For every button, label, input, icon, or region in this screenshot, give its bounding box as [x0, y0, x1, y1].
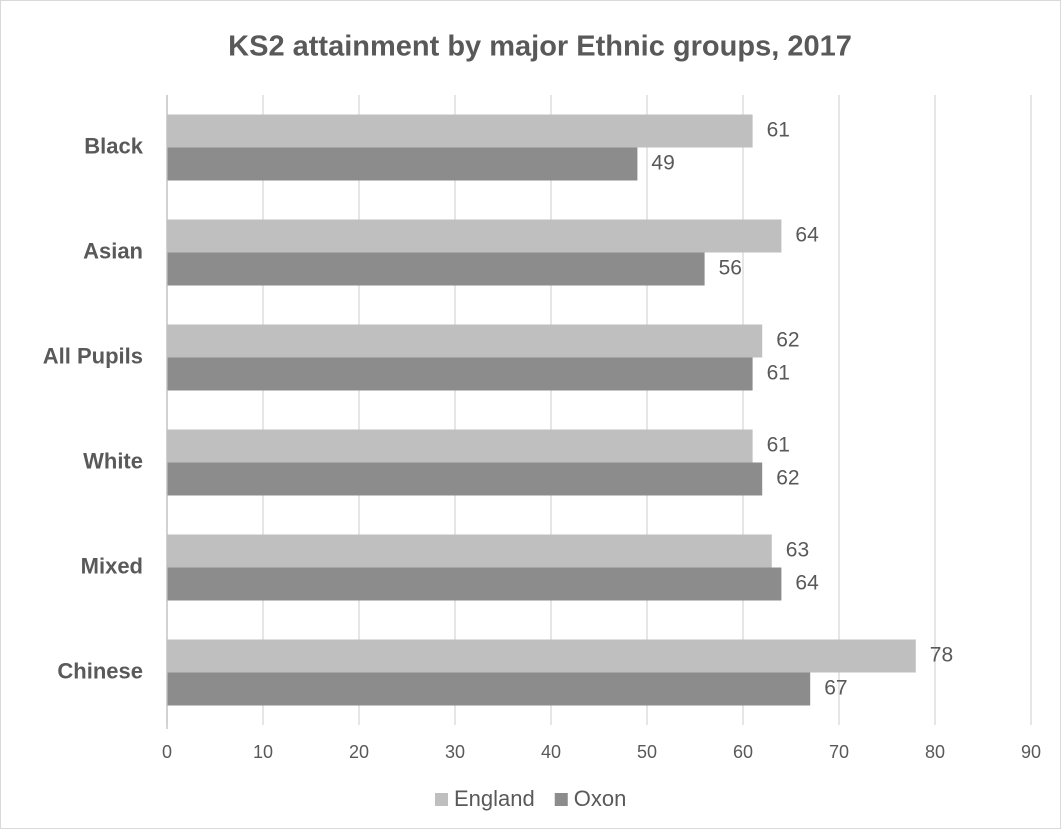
y-tick-label: Mixed [81, 553, 143, 578]
data-label: 64 [795, 572, 819, 595]
x-tick-label: 40 [541, 742, 561, 762]
legend-swatch [554, 793, 568, 806]
data-label: 64 [795, 224, 819, 247]
y-tick-label: Black [84, 133, 143, 158]
x-tick-label: 80 [925, 742, 945, 762]
chart-title: KS2 attainment by major Ethnic groups, 2… [228, 31, 852, 63]
y-tick-label: Chinese [57, 658, 143, 683]
bar [167, 147, 638, 181]
x-tick-label: 30 [445, 742, 465, 762]
data-label: 61 [767, 362, 790, 385]
bar [167, 672, 811, 706]
legend-label: England [454, 786, 535, 811]
x-tick-label: 0 [162, 742, 172, 762]
y-tick-label: Asian [83, 238, 143, 263]
data-label: 78 [930, 644, 953, 667]
bar [167, 462, 763, 496]
data-label: 61 [767, 119, 790, 142]
data-label: 62 [776, 329, 799, 352]
data-label: 56 [719, 257, 742, 280]
x-tick-label: 20 [349, 742, 369, 762]
bar [167, 639, 916, 673]
bar [167, 429, 753, 463]
bar [167, 114, 753, 148]
data-label: 63 [786, 539, 809, 562]
legend-swatch [435, 793, 448, 806]
data-label: 62 [776, 467, 799, 490]
x-tick-label: 50 [637, 742, 657, 762]
x-tick-label: 10 [253, 742, 273, 762]
bar [167, 534, 772, 568]
bar [167, 567, 782, 601]
y-tick-label: All Pupils [43, 343, 143, 368]
data-label: 49 [651, 152, 674, 175]
x-tick-label: 90 [1021, 742, 1041, 762]
bar [167, 252, 705, 286]
y-tick-label: White [83, 448, 143, 473]
bar [167, 324, 763, 358]
x-tick-label: 70 [829, 742, 849, 762]
x-tick-label: 60 [733, 742, 753, 762]
bar [167, 219, 782, 253]
legend-label: Oxon [574, 786, 627, 811]
data-label: 67 [824, 677, 847, 700]
data-label: 61 [767, 434, 790, 457]
bar [167, 357, 753, 391]
